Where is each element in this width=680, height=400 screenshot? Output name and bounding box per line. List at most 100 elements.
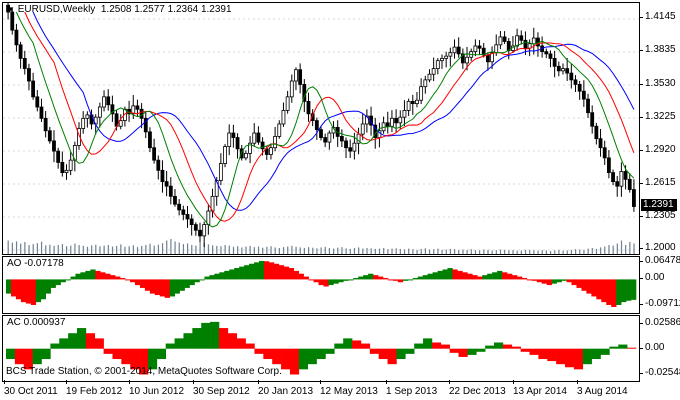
ao-bar <box>184 279 190 288</box>
candle-body <box>81 117 86 129</box>
candle-body <box>148 131 152 149</box>
candle-body <box>52 140 56 152</box>
volume-bar <box>449 248 452 254</box>
alligator-teeth-line <box>24 11 635 222</box>
volume-bar <box>462 249 464 254</box>
volume-bar <box>587 248 589 254</box>
price-axis-label: 1.3530 <box>639 78 676 89</box>
ao-bar <box>130 279 136 283</box>
volume-bar <box>399 248 401 254</box>
ao-bar <box>55 279 61 286</box>
ac-bar <box>59 338 69 349</box>
price-axis-label: 1.3225 <box>639 111 676 122</box>
candle-body <box>323 137 328 143</box>
price-chart-pane[interactable]: ▼ EURUSD,Weekly 1.2508 1.2577 1.2364 1.2… <box>2 2 640 255</box>
ao-indicator-pane[interactable]: AO -0.07178 <box>2 256 640 314</box>
candle-body <box>256 132 261 143</box>
volume-bar <box>470 249 472 254</box>
candle-body <box>473 45 478 53</box>
candle-body <box>285 96 290 111</box>
ao-bar <box>412 277 419 280</box>
volume-bar <box>625 245 627 254</box>
volume-bar <box>91 245 93 254</box>
volume-bar <box>70 245 72 254</box>
ac-bar <box>121 348 131 365</box>
volume-bar <box>237 246 239 254</box>
ao-bar <box>497 270 503 280</box>
candle-body <box>64 169 69 173</box>
ao-bar <box>85 270 91 280</box>
candle-body <box>598 138 603 149</box>
candle-body <box>10 11 15 31</box>
ao-bar <box>144 279 151 291</box>
ac-bar <box>343 338 353 349</box>
time-axis-label: 3 Aug 2014 <box>577 380 628 397</box>
candle-body <box>406 100 411 111</box>
volume-bar <box>312 247 314 254</box>
volume-bar <box>383 248 385 254</box>
ac-bar <box>218 328 229 349</box>
volume-bar <box>136 247 139 254</box>
candle-body <box>415 99 419 105</box>
ao-bar <box>179 279 185 291</box>
volume-bar <box>633 243 635 254</box>
volume-bar <box>103 245 105 254</box>
volume-bar <box>78 245 80 254</box>
price-axis-label: 1.4145 <box>639 11 676 22</box>
ao-bar <box>75 273 81 280</box>
ao-bar <box>601 279 607 303</box>
candle-body <box>298 69 303 85</box>
candle-body <box>581 90 586 100</box>
ao-bar <box>566 279 572 283</box>
candle-body <box>590 112 595 127</box>
time-axis-label: 30 Oct 2011 <box>4 380 58 397</box>
volume-bar <box>374 248 376 254</box>
ao-bar <box>437 270 443 280</box>
volume-bar <box>345 248 347 254</box>
candle-body <box>6 4 10 13</box>
ao-bar <box>194 279 200 283</box>
volume-bar <box>303 248 306 254</box>
ao-bar <box>35 279 42 303</box>
ao-bar <box>452 269 458 280</box>
volume-bar <box>24 242 26 254</box>
candle-body <box>352 142 357 152</box>
ac-bar <box>6 348 16 360</box>
volume-bar <box>529 250 531 254</box>
ac-bar <box>281 348 291 370</box>
ao-bar <box>224 270 230 280</box>
volume-bar <box>220 246 222 254</box>
ao-bar <box>467 273 473 280</box>
candle-body <box>135 105 140 110</box>
candle-body <box>561 68 565 72</box>
ao-bar <box>298 273 304 280</box>
volume-bar <box>45 245 47 254</box>
volume-bar <box>320 247 322 254</box>
ac-bar <box>156 348 167 360</box>
ao-bar <box>20 279 27 303</box>
ac-bar <box>334 343 344 349</box>
volume-bar <box>86 246 89 254</box>
ac-indicator-pane[interactable]: AC 0.000937 <box>2 315 640 382</box>
ac-bar <box>423 338 433 349</box>
ao-bar <box>442 269 448 280</box>
volume-bar <box>520 250 522 254</box>
ao-bar <box>343 279 349 281</box>
candle-body <box>60 162 65 173</box>
volume-bar <box>487 249 489 254</box>
candle-body <box>569 72 574 81</box>
ao-bar <box>65 279 71 281</box>
chart-symbol-label: ▼ EURUSD,Weekly 1.2508 1.2577 1.2364 1.2… <box>7 4 232 15</box>
ac-bar <box>23 348 33 370</box>
volume-bar <box>324 246 326 254</box>
ac-bar <box>263 348 273 360</box>
ao-axis-label: 0.00 <box>638 272 665 283</box>
ao-bar <box>457 270 463 280</box>
ao-label: AO -0.07178 <box>7 258 64 269</box>
candle-body <box>110 104 115 115</box>
ac-bar <box>76 328 87 349</box>
ao-bar <box>373 275 379 280</box>
candle-body <box>273 136 278 149</box>
candle-body <box>277 123 282 137</box>
ao-bar <box>561 279 567 281</box>
